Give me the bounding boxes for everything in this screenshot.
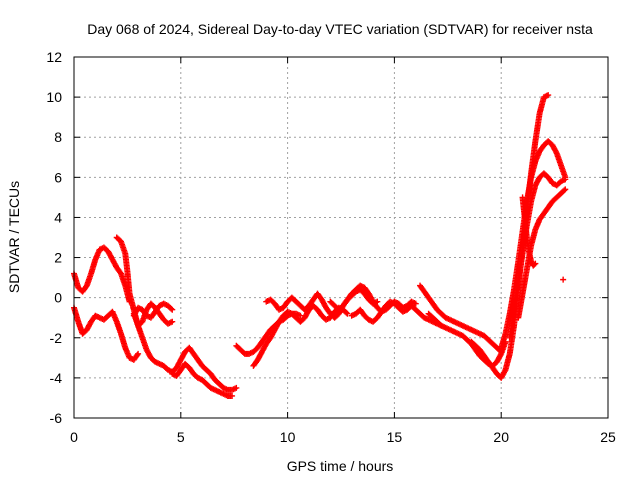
data-point [412,300,419,307]
y-tick-labels: -6 -4 -2 0 2 4 6 8 10 12 [46,49,62,426]
data-point [169,318,176,325]
x-axis-title: GPS time / hours [287,458,394,474]
x-tick-label: 15 [387,429,403,445]
plot-frame [73,56,609,419]
data-point [532,260,539,267]
y-tick-label: -2 [50,330,63,346]
x-tick-label: 5 [177,429,185,445]
y-tick-label: -6 [50,410,63,426]
data-point [531,261,538,268]
data-point [233,384,240,391]
series-arc-12 [417,282,505,355]
data-point [229,392,236,399]
data-point [344,310,351,317]
series-arc-13 [425,310,509,369]
x-tick-label: 0 [70,429,78,445]
y-tick-label: 2 [54,250,62,266]
y-tick-label: 8 [54,129,62,145]
series-arc-2 [71,304,142,363]
axis-ticks [73,56,609,419]
data-point [169,306,176,313]
y-tick-label: 0 [54,290,62,306]
data-point [560,276,567,283]
data-point [545,92,552,99]
series-arc-5 [130,310,240,393]
data-point [134,352,141,359]
x-tick-label: 20 [493,429,509,445]
data-point [562,186,569,193]
series-arc-4 [130,300,176,321]
series-isolated-point [560,276,567,283]
data-point [135,350,142,357]
data-point [168,305,175,312]
data-points [71,92,569,399]
chart-title: Day 068 of 2024, Sidereal Day-to-day VTE… [87,21,593,37]
x-tick-label: 10 [280,429,296,445]
series-arc-6 [169,360,236,399]
y-tick-label: -4 [50,370,63,386]
y-tick-label: 12 [46,49,62,65]
series-arc-17 [515,186,569,321]
y-tick-label: 10 [46,89,62,105]
y-axis-title: SDTVAR / TECUs [6,181,22,293]
data-point [562,176,569,183]
data-point [343,309,350,316]
y-tick-label: 4 [54,209,62,225]
x-tick-label: 25 [600,429,616,445]
x-tick-labels: 0 5 10 15 20 25 [70,429,616,445]
y-tick-label: 6 [54,169,62,185]
data-point [561,187,568,194]
series-arc-18 [519,194,539,269]
